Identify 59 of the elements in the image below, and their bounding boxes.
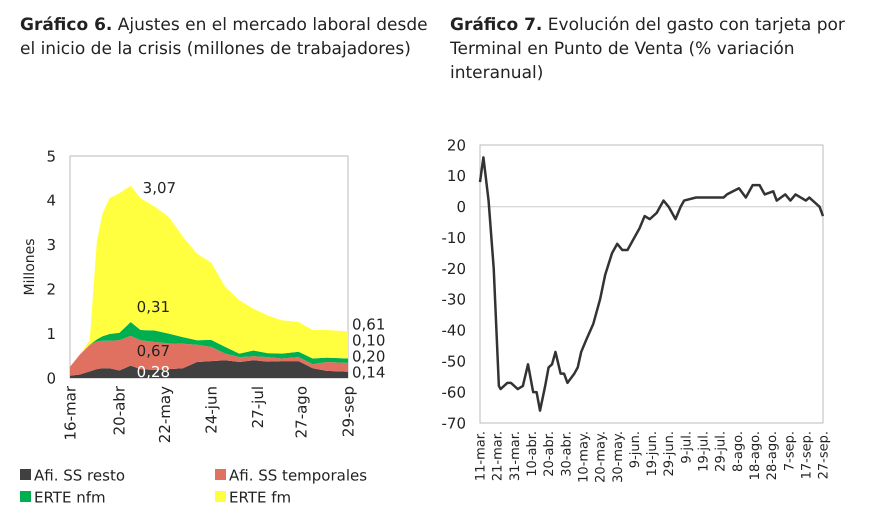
y-tick-label: 1 [46, 324, 56, 343]
x-tick-label: 30-abr. [559, 431, 574, 477]
line-series [478, 156, 824, 412]
y-tick-label: -70 [442, 414, 466, 432]
x-tick-label: 27-ago [292, 386, 311, 438]
legend-label: Afi. SS temporales [229, 466, 368, 484]
x-tick-label: 17-sep. [799, 431, 814, 480]
x-tick-label: 20-may. [594, 431, 609, 483]
x-tick-label: 18-ago. [748, 431, 763, 480]
y-tick-label: 5 [46, 147, 56, 166]
y-tick-label: -30 [442, 290, 466, 309]
x-tick-label: 19-jun. [645, 431, 660, 476]
data-label: 0,67 [136, 342, 170, 360]
x-tick-label: 10-may. [576, 431, 592, 483]
x-tick-label: 28-ago. [765, 431, 780, 480]
y-tick-label: 4 [46, 192, 56, 210]
y-tick-label: 20 [446, 136, 466, 154]
x-tick-label: 9-jun. [628, 431, 643, 468]
data-label: 0,20 [352, 347, 386, 366]
x-tick-label: 19-jul. [696, 431, 712, 472]
x-tick-label: 24-jun [202, 386, 220, 434]
y-tick-label: 3 [46, 236, 56, 254]
legend-label: Afi. SS resto [34, 466, 125, 484]
x-tick-label: 27-jul [248, 386, 267, 428]
x-tick-label: 11-mar. [474, 431, 489, 482]
x-tick-label: 20-abr [110, 385, 129, 436]
x-tick-label: 29-sep [339, 386, 358, 438]
y-tick-label: -40 [442, 322, 466, 340]
x-tick-label: 8-ago. [730, 431, 746, 472]
x-tick-label: 21-mar. [490, 431, 506, 482]
legend-label: ERTE nfm [34, 488, 106, 506]
y-tick-label: -20 [442, 260, 466, 278]
data-label: 0,61 [352, 315, 386, 334]
x-tick-label: 20-abr. [542, 431, 558, 477]
x-tick-label: 16-mar [61, 385, 80, 440]
x-tick-label: 27-sep. [816, 431, 832, 480]
chart-title: Gráfico 7. Evolución del gasto con tarjeta por Terminal en Punto de Venta (% variación interanual) [449, 15, 845, 83]
y-tick-label: -50 [442, 352, 466, 370]
y-tick-label: -10 [442, 228, 466, 247]
legend-label: ERTE fm [229, 488, 292, 506]
y-tick-label: -60 [442, 383, 466, 402]
y-axis-title: Millones [22, 238, 38, 296]
x-tick-label: 22-may [156, 386, 174, 444]
y-tick-label: 2 [46, 280, 56, 298]
x-tick-label: 9-jul. [679, 431, 694, 464]
data-label: 3,07 [142, 179, 176, 197]
x-tick-label: 31-mar. [508, 431, 523, 482]
data-label: 0,10 [352, 331, 386, 350]
y-tick-label: 0 [456, 198, 466, 216]
x-tick-label: 7-sep. [782, 431, 798, 472]
data-label: 0,31 [136, 298, 170, 316]
y-tick-label: 0 [46, 369, 56, 388]
x-tick-label: 30-may. [610, 431, 626, 483]
x-tick-label: 29-jul. [714, 431, 729, 472]
y-tick-label: 10 [446, 167, 466, 186]
x-tick-label: 29-jun. [662, 431, 678, 476]
chart-title: Gráfico 6. Ajustes en el mercado laboral desde el inicio de la crisis (millones de trabajadores) [20, 15, 428, 59]
data-label: 0,14 [352, 363, 386, 382]
x-tick-label: 10-abr. [525, 431, 540, 477]
